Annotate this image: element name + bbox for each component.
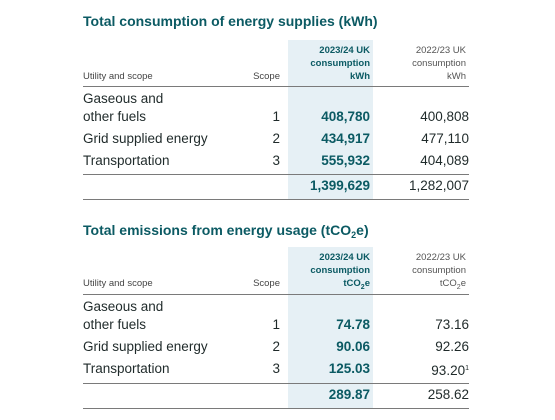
total-previous: 1,282,007 bbox=[408, 178, 469, 193]
row-previous: 93.201 bbox=[431, 363, 469, 378]
row-label: Gaseous and bbox=[83, 299, 164, 314]
header-utility: Utility and scope bbox=[83, 71, 153, 82]
row-previous: 477,110 bbox=[421, 131, 469, 146]
header-current-year: 2023/24 UK consumption kWh bbox=[310, 45, 370, 82]
row-label: Gaseous and bbox=[83, 91, 164, 106]
row-scope: 3 bbox=[272, 361, 280, 376]
header-divider bbox=[83, 86, 469, 87]
row-previous: 73.16 bbox=[435, 317, 469, 332]
row-previous: 404,089 bbox=[420, 153, 469, 168]
row-label: Grid supplied energy bbox=[83, 339, 208, 354]
header-current-year: 2023/24 UK consumption tCO2e bbox=[310, 252, 370, 291]
row-current: 74.78 bbox=[336, 317, 370, 332]
row-label: Grid supplied energy bbox=[83, 131, 208, 146]
total-current: 1,399,629 bbox=[309, 178, 370, 193]
total-current: 289.87 bbox=[328, 387, 370, 402]
total-row: 1,399,629 1,282,007 bbox=[83, 177, 469, 195]
row-label: Transportation bbox=[83, 153, 170, 168]
current-year-highlight bbox=[288, 247, 373, 409]
bottom-divider bbox=[83, 408, 469, 409]
row-previous: 400,808 bbox=[420, 109, 469, 124]
row-scope: 1 bbox=[272, 109, 280, 124]
table-row: Gaseous and other fuels 1 408,780 400,80… bbox=[83, 90, 469, 126]
total-divider bbox=[83, 174, 469, 175]
row-current: 555,932 bbox=[321, 153, 370, 168]
header-divider bbox=[83, 294, 469, 295]
row-current: 434,917 bbox=[321, 131, 370, 146]
table-row: Transportation 3 555,932 404,089 bbox=[83, 152, 469, 170]
row-label: other fuels bbox=[83, 317, 147, 332]
bottom-divider bbox=[83, 199, 469, 200]
emissions-table: Total emissions from energy usage (tCO2e… bbox=[83, 214, 469, 420]
row-current: 90.06 bbox=[336, 339, 370, 354]
total-previous: 258.62 bbox=[427, 387, 469, 402]
header-utility: Utility and scope bbox=[83, 278, 153, 289]
header-scope: Scope bbox=[253, 71, 280, 82]
row-scope: 1 bbox=[272, 317, 280, 332]
current-year-highlight bbox=[288, 40, 373, 199]
emissions-table-title: Total emissions from energy usage (tCO2e… bbox=[83, 222, 369, 240]
row-scope: 2 bbox=[272, 339, 280, 354]
table-row: Gaseous and other fuels 1 74.78 73.16 bbox=[83, 298, 469, 334]
header-scope: Scope bbox=[253, 278, 280, 289]
row-label: other fuels bbox=[83, 109, 147, 124]
row-label: Transportation bbox=[83, 361, 170, 376]
row-current: 408,780 bbox=[321, 109, 370, 124]
table-row: Grid supplied energy 2 434,917 477,110 bbox=[83, 130, 469, 148]
footnote-marker: 1 bbox=[465, 365, 469, 372]
row-scope: 2 bbox=[272, 131, 280, 146]
energy-table-title: Total consumption of energy supplies (kW… bbox=[83, 13, 378, 29]
row-previous: 92.26 bbox=[435, 339, 469, 354]
total-divider bbox=[83, 383, 469, 384]
energy-table: Total consumption of energy supplies (kW… bbox=[83, 0, 469, 205]
row-scope: 3 bbox=[272, 153, 280, 168]
total-row: 289.87 258.62 bbox=[83, 386, 469, 404]
header-previous-year: 2022/23 UK consumption kWh bbox=[412, 45, 466, 82]
header-previous-year: 2022/23 UK consumption tCO2e bbox=[412, 252, 466, 291]
row-current: 125.03 bbox=[328, 361, 370, 376]
table-row: Grid supplied energy 2 90.06 92.26 bbox=[83, 338, 469, 356]
table-row: Transportation 3 125.03 93.201 bbox=[83, 360, 469, 378]
